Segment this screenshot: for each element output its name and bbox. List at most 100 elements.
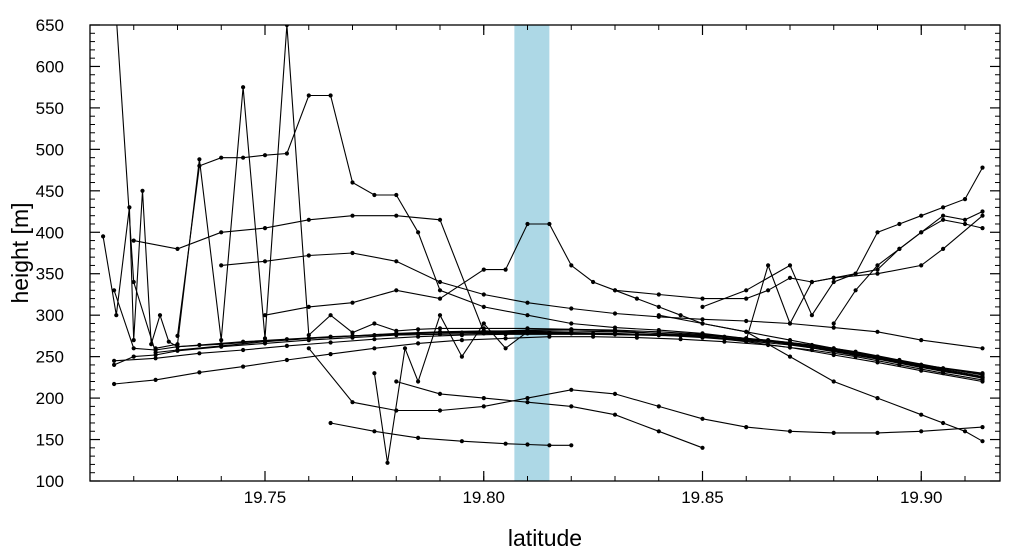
series-line bbox=[614, 215, 983, 300]
data-point bbox=[262, 339, 268, 344]
series-18 bbox=[744, 209, 985, 343]
data-point bbox=[744, 288, 749, 293]
data-point bbox=[262, 259, 268, 264]
data-point bbox=[634, 296, 640, 301]
data-point bbox=[153, 356, 158, 361]
data-point bbox=[919, 362, 924, 367]
data-point bbox=[416, 327, 421, 332]
data-point bbox=[481, 321, 486, 326]
data-point bbox=[372, 346, 377, 351]
data-point bbox=[394, 328, 399, 333]
data-point bbox=[831, 279, 836, 285]
data-point bbox=[350, 213, 355, 218]
data-point bbox=[437, 391, 443, 396]
data-point bbox=[787, 263, 793, 268]
data-point bbox=[809, 279, 815, 285]
data-point bbox=[744, 425, 749, 430]
data-point bbox=[962, 221, 968, 227]
data-point bbox=[569, 387, 574, 392]
data-point bbox=[591, 279, 596, 285]
data-point bbox=[416, 435, 421, 440]
data-point bbox=[328, 352, 333, 357]
data-point bbox=[700, 416, 705, 421]
data-point bbox=[394, 192, 399, 198]
data-point bbox=[197, 370, 202, 375]
data-point bbox=[941, 246, 946, 251]
plot-frame bbox=[89, 24, 1001, 482]
data-point bbox=[416, 334, 421, 339]
data-point bbox=[350, 300, 355, 305]
data-point bbox=[284, 343, 289, 348]
data-point bbox=[416, 341, 421, 346]
data-point bbox=[980, 165, 985, 170]
data-point bbox=[197, 157, 202, 162]
data-point bbox=[131, 279, 136, 285]
data-point bbox=[372, 321, 377, 326]
series-line bbox=[833, 219, 983, 324]
data-point bbox=[612, 412, 618, 417]
series-line bbox=[396, 380, 703, 449]
series-17 bbox=[700, 165, 985, 318]
data-point bbox=[612, 311, 618, 316]
data-point bbox=[766, 263, 771, 268]
data-point bbox=[175, 246, 180, 251]
tick-label-layer: 19.75 19.80 19.85 19.90 100 150 200 250 300 350 40… bbox=[36, 16, 943, 507]
data-point bbox=[262, 226, 268, 231]
y-tick-label: 400 bbox=[36, 223, 64, 242]
data-point bbox=[503, 267, 508, 272]
data-point bbox=[481, 396, 486, 401]
series-line bbox=[264, 223, 983, 374]
y-tick-label: 650 bbox=[36, 16, 64, 35]
data-point bbox=[481, 329, 486, 334]
data-point bbox=[612, 391, 618, 396]
data-point bbox=[525, 400, 530, 405]
data-point bbox=[525, 300, 530, 305]
data-point bbox=[157, 313, 163, 318]
data-point bbox=[241, 364, 246, 369]
data-point bbox=[612, 288, 618, 293]
data-point bbox=[875, 329, 880, 334]
data-point bbox=[284, 357, 289, 363]
data-point bbox=[612, 328, 618, 333]
data-point bbox=[980, 209, 985, 214]
data-point bbox=[437, 408, 443, 413]
y-tick-label: 350 bbox=[36, 265, 64, 284]
data-point bbox=[197, 351, 202, 356]
data-point bbox=[569, 404, 574, 409]
data-point bbox=[569, 330, 574, 335]
y-tick-label: 150 bbox=[36, 431, 64, 450]
data-point bbox=[372, 192, 377, 198]
data-point bbox=[656, 313, 661, 318]
data-point bbox=[875, 360, 880, 365]
highlight-band-layer bbox=[514, 25, 550, 481]
data-point bbox=[306, 93, 311, 98]
data-point bbox=[112, 358, 117, 363]
data-point bbox=[980, 371, 985, 376]
data-point bbox=[744, 329, 749, 334]
series-line bbox=[221, 252, 983, 349]
data-point bbox=[503, 441, 508, 446]
data-point bbox=[875, 263, 880, 268]
data-point bbox=[831, 275, 836, 280]
data-point bbox=[416, 230, 421, 235]
data-point bbox=[175, 347, 180, 353]
data-point bbox=[525, 329, 530, 334]
data-point bbox=[831, 349, 836, 354]
data-point bbox=[525, 396, 530, 401]
data-point bbox=[766, 288, 771, 293]
data-point bbox=[166, 339, 171, 344]
data-point bbox=[372, 337, 377, 342]
data-point bbox=[402, 346, 408, 351]
data-point bbox=[219, 343, 224, 348]
data-point bbox=[569, 306, 574, 311]
data-point bbox=[350, 250, 355, 256]
series-line bbox=[308, 347, 983, 434]
x-tick-label: 19.80 bbox=[462, 488, 505, 507]
series-11 bbox=[262, 221, 985, 376]
y-tick-label: 200 bbox=[36, 389, 64, 408]
y-tick-label: 500 bbox=[36, 140, 64, 159]
data-point bbox=[328, 340, 333, 345]
data-point bbox=[787, 342, 793, 347]
data-point bbox=[656, 404, 661, 409]
